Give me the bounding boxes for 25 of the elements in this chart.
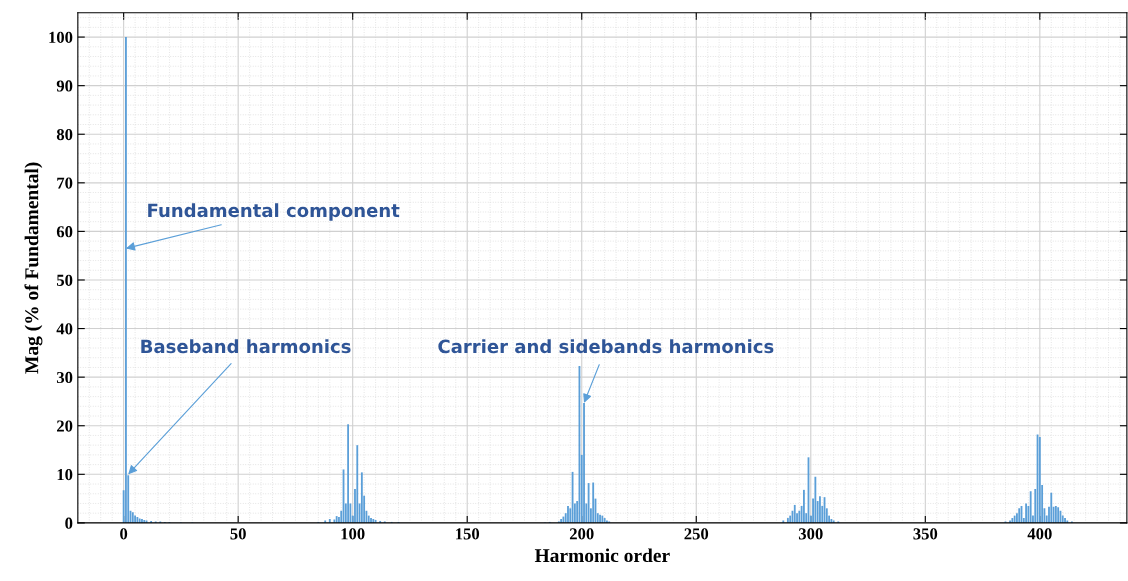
y-tick-label: 70 xyxy=(57,177,73,189)
x-tick-label: 400 xyxy=(1027,528,1052,540)
x-tick-label: 50 xyxy=(230,528,246,540)
x-tick-label: 150 xyxy=(456,528,480,540)
annotation: Carrier and sidebands harmonics xyxy=(438,339,774,354)
y-tick-label: 40 xyxy=(56,323,73,335)
y-tick-label: 30 xyxy=(56,371,73,384)
y-tick-label: 0 xyxy=(65,517,73,529)
x-tick-label: 0 xyxy=(120,528,128,540)
y-tick-label: 60 xyxy=(56,226,73,238)
annotation: Baseband harmonics xyxy=(141,339,351,354)
y-tick-label: 100 xyxy=(49,31,73,44)
x-axis-title: Harmonic order xyxy=(534,548,670,563)
x-tick-label: 300 xyxy=(798,528,823,540)
y-tick-label: 90 xyxy=(56,80,73,92)
x-tick-label: 350 xyxy=(913,528,938,540)
y-tick-label: 20 xyxy=(57,420,73,432)
x-tick-label: 200 xyxy=(569,528,594,540)
y-tick-label: 80 xyxy=(56,128,73,141)
x-tick-label: 250 xyxy=(684,528,709,540)
y-axis-title: Mag (% of Fundamental) xyxy=(24,162,43,374)
x-tick-label: 100 xyxy=(341,528,365,540)
y-tick-label: 50 xyxy=(56,274,73,286)
y-tick-label: 10 xyxy=(57,469,73,481)
annotation: Fundamental component xyxy=(148,203,400,221)
